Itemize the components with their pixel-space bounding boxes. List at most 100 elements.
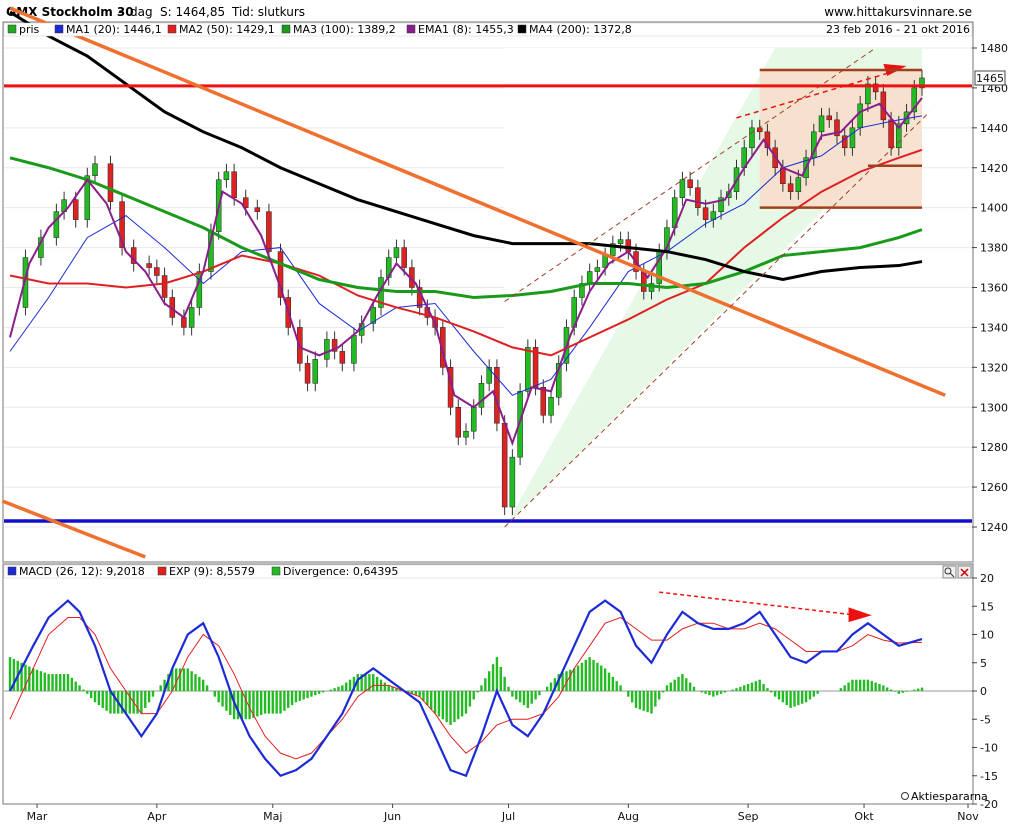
divergence-bar xyxy=(263,691,267,714)
divergence-bar xyxy=(615,681,618,691)
legend-swatch xyxy=(167,24,177,34)
divergence-bar xyxy=(669,682,673,691)
divergence-bar xyxy=(24,664,27,691)
y-tick-label: 1300 xyxy=(980,401,1008,414)
candle xyxy=(586,271,593,284)
x-tick-label: Okt xyxy=(854,810,874,823)
period-label: dag xyxy=(130,5,153,19)
legend-item: MACD (26, 12): 9,2018 xyxy=(19,565,145,578)
zoom-icon[interactable] xyxy=(942,565,957,579)
candle xyxy=(826,115,833,121)
divergence-bar xyxy=(677,676,680,691)
divergence-bar xyxy=(460,691,464,717)
divergence-bar xyxy=(236,691,240,720)
candle xyxy=(196,271,203,308)
divergence-bar xyxy=(580,662,584,691)
divergence-bar xyxy=(279,691,282,714)
candle xyxy=(787,183,794,192)
candle xyxy=(780,167,786,184)
divergence-bar xyxy=(712,691,715,697)
candle xyxy=(594,267,601,272)
divergence-bar xyxy=(530,691,533,704)
divergence-bar xyxy=(229,691,232,716)
divergence-bar xyxy=(449,691,452,725)
divergence-bar xyxy=(882,685,885,691)
divergence-bar xyxy=(414,691,417,696)
legend-item: MA4 (200): 1372,8 xyxy=(529,23,632,36)
divergence-bar xyxy=(576,665,580,691)
divergence-bar xyxy=(658,691,661,700)
divergence-bar xyxy=(105,691,108,711)
divergence-bar xyxy=(430,691,433,710)
divergence-bar xyxy=(186,668,189,691)
divergence-bar xyxy=(59,674,62,691)
candle xyxy=(254,207,261,212)
macd-divergence-arrow xyxy=(659,591,853,616)
candle xyxy=(146,263,152,268)
divergence-bar xyxy=(557,674,560,691)
divergence-bar xyxy=(503,676,506,691)
divergence-bar xyxy=(271,691,274,714)
divergence-bar xyxy=(62,674,66,691)
divergence-bar xyxy=(735,688,738,691)
candle xyxy=(478,383,485,408)
close-icon[interactable] xyxy=(957,565,972,579)
divergence-bar xyxy=(534,691,537,700)
candle xyxy=(92,163,98,176)
divergence-bar xyxy=(136,691,139,714)
divergence-bar xyxy=(685,678,688,691)
divergence-bar xyxy=(391,686,394,691)
divergence-bar xyxy=(290,691,294,706)
candle xyxy=(888,119,894,149)
candle xyxy=(834,119,840,137)
y-tick-label: 15 xyxy=(980,600,994,613)
divergence-bar xyxy=(317,691,321,694)
divergence-bar xyxy=(43,672,46,691)
divergence-bar xyxy=(661,691,665,693)
divergence-bar xyxy=(754,681,758,691)
y-tick-label: 20 xyxy=(980,572,994,585)
ma-line-2 xyxy=(9,148,923,357)
divergence-bar xyxy=(66,674,70,691)
legend-swatch xyxy=(517,24,527,34)
legend-swatch xyxy=(54,24,64,34)
candle xyxy=(351,335,357,364)
y-tick-label: 1360 xyxy=(980,282,1008,295)
downtrend-line xyxy=(9,6,946,397)
candle xyxy=(540,387,547,416)
candle xyxy=(517,391,523,458)
candle xyxy=(702,207,709,220)
watermark-text: Aktiespararna xyxy=(911,790,988,803)
divergence-bar xyxy=(244,691,247,720)
last-price-tag: 1465 xyxy=(974,70,1006,86)
divergence-bar xyxy=(549,682,553,691)
divergence-bar xyxy=(329,689,332,691)
candle xyxy=(401,247,407,268)
candle xyxy=(509,456,516,508)
candle xyxy=(277,251,284,298)
divergence-bar xyxy=(213,691,217,697)
candle xyxy=(695,187,701,208)
divergence-bar xyxy=(171,668,174,691)
divergence-bar xyxy=(522,691,526,706)
divergence-bar xyxy=(646,691,649,713)
divergence-bar xyxy=(847,682,850,691)
divergence-bar xyxy=(719,691,723,694)
candle xyxy=(463,430,469,438)
divergence-bar xyxy=(468,691,472,707)
y-tick-label: 1420 xyxy=(980,162,1008,175)
divergence-bar xyxy=(464,691,468,714)
divergence-bar xyxy=(128,691,131,714)
candle xyxy=(231,171,237,198)
divergence-bar xyxy=(39,671,43,691)
divergence-bar xyxy=(422,691,425,701)
divergence-bar xyxy=(889,689,893,691)
y-tick-label: 1320 xyxy=(980,361,1008,374)
divergence-bar xyxy=(8,657,12,691)
divergence-bar xyxy=(441,691,445,720)
divergence-bar xyxy=(375,676,379,691)
candle xyxy=(312,359,319,384)
range-box xyxy=(759,69,922,208)
y-tick-label: 1380 xyxy=(980,242,1008,255)
divergence-bar xyxy=(893,691,897,692)
